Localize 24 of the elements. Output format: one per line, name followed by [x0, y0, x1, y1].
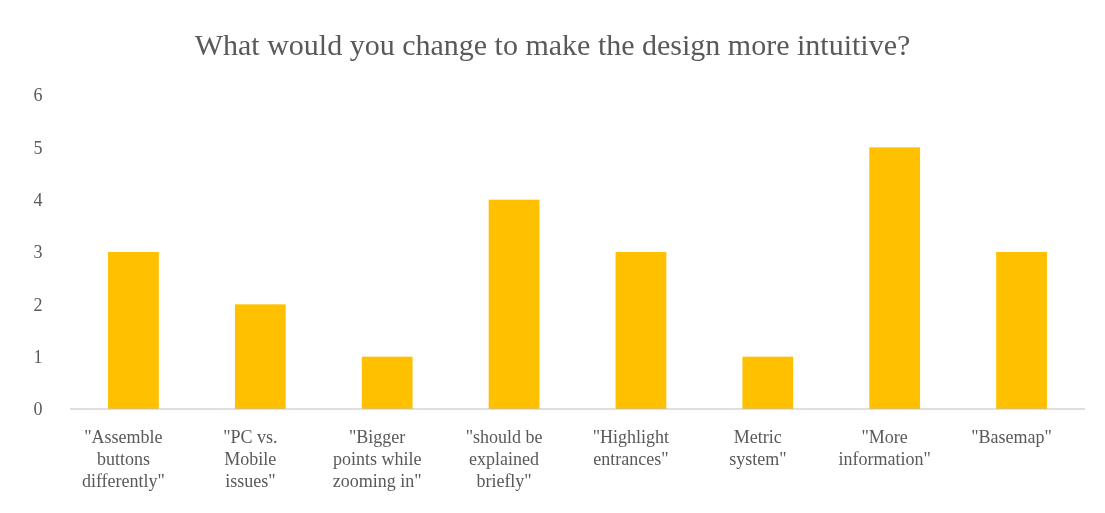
bar: [488, 199, 540, 409]
y-tick-label: 6: [33, 85, 43, 106]
y-tick-label: 0: [33, 399, 43, 420]
y-tick-label: 4: [33, 189, 43, 210]
y-tick-label: 3: [33, 242, 43, 263]
x-tick-label: "Assemble buttons differently": [81, 427, 165, 491]
chart-title: What would you change to make the design more intuitive?: [194, 28, 911, 61]
x-tick-label: "Basemap": [971, 427, 1052, 447]
y-tick-label: 5: [33, 137, 43, 158]
y-tick-label: 1: [33, 346, 43, 367]
x-tick-label: "More information": [838, 427, 931, 469]
bar: [869, 147, 921, 409]
x-tick-label: "PC vs. Mobile issues": [223, 427, 278, 491]
bar: [615, 252, 667, 409]
x-tick-label: "should be explained briefly": [465, 427, 543, 491]
bar: [234, 304, 286, 409]
x-tick-label: "Highlight entrances": [592, 427, 670, 469]
bar: [996, 252, 1047, 409]
y-tick-label: 2: [33, 294, 43, 315]
bar: [361, 356, 413, 409]
x-tick-label: "Bigger points while zooming in": [332, 427, 422, 491]
bar: [108, 252, 159, 409]
bar: [742, 356, 794, 409]
x-tick-label: Metric system": [729, 427, 787, 469]
